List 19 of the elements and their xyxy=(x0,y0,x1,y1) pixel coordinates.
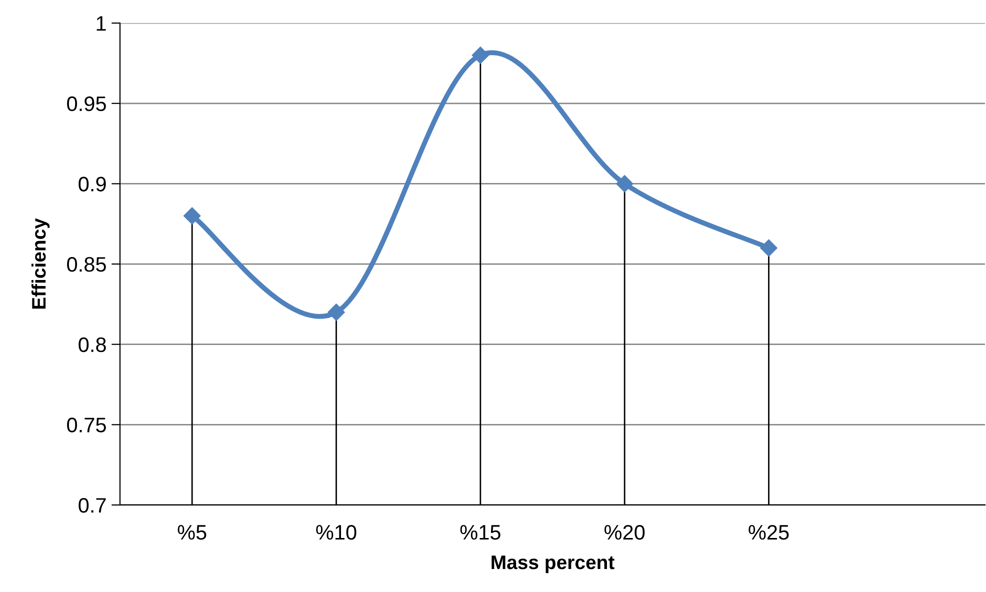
x-axis-title: Mass percent xyxy=(492,556,614,574)
x-tick-label: %20 xyxy=(604,524,645,540)
point xyxy=(472,46,489,64)
y-tick-label: 0.95 xyxy=(67,96,106,112)
point xyxy=(760,239,778,257)
y-tick-label: 0.8 xyxy=(78,337,106,352)
x-tick-label: %10 xyxy=(316,524,356,540)
y-tick-label: 1 xyxy=(96,16,106,31)
x-tick-label: %5 xyxy=(178,525,206,540)
y-tick-label: 0.75 xyxy=(67,418,106,432)
y-tick-label: 0.85 xyxy=(67,257,106,272)
point xyxy=(184,207,201,224)
point xyxy=(328,304,345,321)
x-tick-label: %15 xyxy=(460,525,500,540)
point xyxy=(616,175,634,192)
y-axis-title: Efficiency xyxy=(31,218,50,309)
y-tick-label: 0.9 xyxy=(78,176,106,192)
y-tick-label: 0.7 xyxy=(78,498,106,513)
x-tick-label: %25 xyxy=(748,524,789,540)
